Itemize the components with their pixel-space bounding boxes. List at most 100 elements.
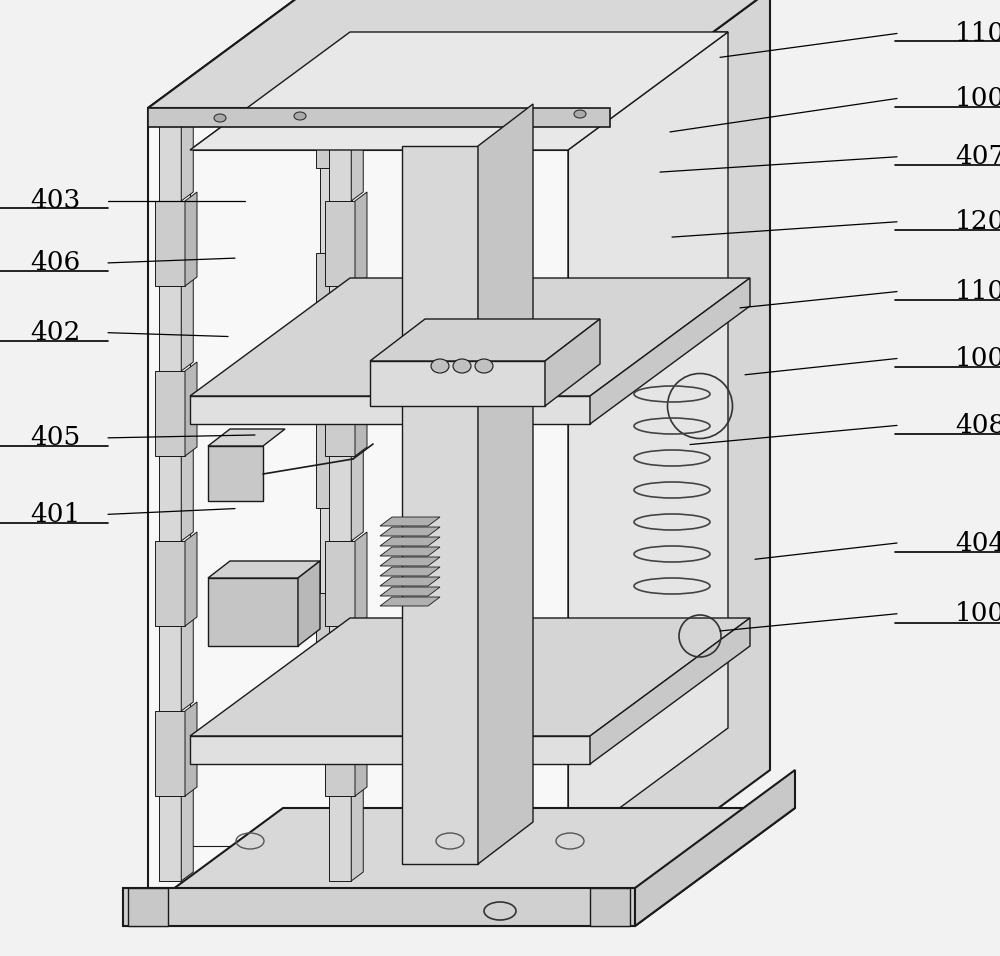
Polygon shape	[185, 702, 197, 796]
Polygon shape	[568, 32, 728, 846]
Text: 402: 402	[30, 320, 80, 345]
Text: 408: 408	[955, 413, 1000, 438]
Polygon shape	[340, 499, 352, 593]
Polygon shape	[320, 508, 340, 593]
Polygon shape	[148, 0, 770, 108]
Ellipse shape	[214, 114, 226, 122]
Polygon shape	[490, 508, 511, 593]
Polygon shape	[380, 577, 440, 586]
Polygon shape	[402, 146, 478, 864]
Text: 403: 403	[30, 188, 80, 213]
Polygon shape	[148, 0, 770, 108]
Polygon shape	[340, 159, 352, 253]
Polygon shape	[380, 517, 440, 526]
Text: 405: 405	[30, 425, 80, 450]
Polygon shape	[380, 527, 440, 536]
Polygon shape	[185, 192, 197, 286]
Polygon shape	[370, 361, 545, 406]
Ellipse shape	[475, 359, 493, 373]
Polygon shape	[380, 547, 440, 556]
Polygon shape	[355, 192, 367, 286]
Ellipse shape	[574, 110, 586, 118]
Polygon shape	[181, 617, 193, 711]
Polygon shape	[590, 618, 750, 764]
Text: 406: 406	[30, 250, 80, 275]
Polygon shape	[511, 669, 522, 763]
Polygon shape	[190, 736, 590, 764]
Polygon shape	[351, 277, 363, 371]
Polygon shape	[190, 32, 728, 150]
Text: 1001: 1001	[955, 86, 1000, 111]
Text: 407: 407	[955, 144, 1000, 169]
Polygon shape	[329, 796, 351, 881]
Polygon shape	[514, 244, 526, 338]
Polygon shape	[159, 286, 181, 371]
Polygon shape	[590, 278, 750, 424]
Polygon shape	[486, 83, 514, 168]
Polygon shape	[351, 787, 363, 881]
Polygon shape	[590, 888, 630, 926]
Polygon shape	[325, 541, 355, 626]
Polygon shape	[159, 796, 181, 881]
Polygon shape	[320, 338, 340, 423]
Polygon shape	[298, 561, 320, 646]
Polygon shape	[185, 362, 197, 456]
Polygon shape	[344, 244, 356, 338]
Polygon shape	[159, 626, 181, 711]
Polygon shape	[123, 888, 635, 926]
Polygon shape	[325, 371, 355, 456]
Polygon shape	[329, 626, 351, 711]
Polygon shape	[208, 578, 298, 646]
Polygon shape	[185, 532, 197, 626]
Polygon shape	[351, 447, 363, 541]
Text: 404: 404	[955, 531, 1000, 555]
Polygon shape	[159, 456, 181, 541]
Polygon shape	[478, 104, 533, 864]
Polygon shape	[329, 456, 351, 541]
Polygon shape	[181, 447, 193, 541]
Polygon shape	[181, 277, 193, 371]
Polygon shape	[355, 532, 367, 626]
Polygon shape	[514, 74, 526, 168]
Text: 1102: 1102	[955, 279, 1000, 304]
Polygon shape	[190, 278, 750, 396]
Polygon shape	[340, 0, 352, 83]
Polygon shape	[486, 423, 514, 508]
Polygon shape	[155, 371, 185, 456]
Polygon shape	[320, 0, 340, 83]
Polygon shape	[123, 808, 795, 926]
Polygon shape	[208, 561, 320, 578]
Polygon shape	[148, 108, 610, 127]
Polygon shape	[380, 567, 440, 576]
Polygon shape	[340, 669, 352, 763]
Polygon shape	[380, 587, 440, 596]
Polygon shape	[155, 201, 185, 286]
Polygon shape	[610, 0, 770, 888]
Polygon shape	[340, 329, 352, 423]
Polygon shape	[208, 446, 263, 501]
Polygon shape	[344, 74, 356, 168]
Polygon shape	[329, 286, 351, 371]
Polygon shape	[181, 787, 193, 881]
Polygon shape	[316, 423, 344, 508]
Polygon shape	[159, 116, 181, 201]
Polygon shape	[380, 537, 440, 546]
Ellipse shape	[294, 112, 306, 120]
Polygon shape	[490, 0, 511, 83]
Text: 1201: 1201	[955, 209, 1000, 234]
Polygon shape	[181, 107, 193, 201]
Polygon shape	[316, 593, 344, 678]
Polygon shape	[155, 711, 185, 796]
Polygon shape	[355, 362, 367, 456]
Polygon shape	[511, 329, 522, 423]
Ellipse shape	[453, 359, 471, 373]
Polygon shape	[128, 888, 168, 926]
Text: 1003: 1003	[955, 601, 1000, 626]
Polygon shape	[514, 414, 526, 508]
Polygon shape	[490, 678, 511, 763]
Polygon shape	[325, 201, 355, 286]
Polygon shape	[190, 32, 728, 150]
Polygon shape	[355, 702, 367, 796]
Text: 401: 401	[30, 502, 80, 527]
Polygon shape	[635, 770, 795, 926]
